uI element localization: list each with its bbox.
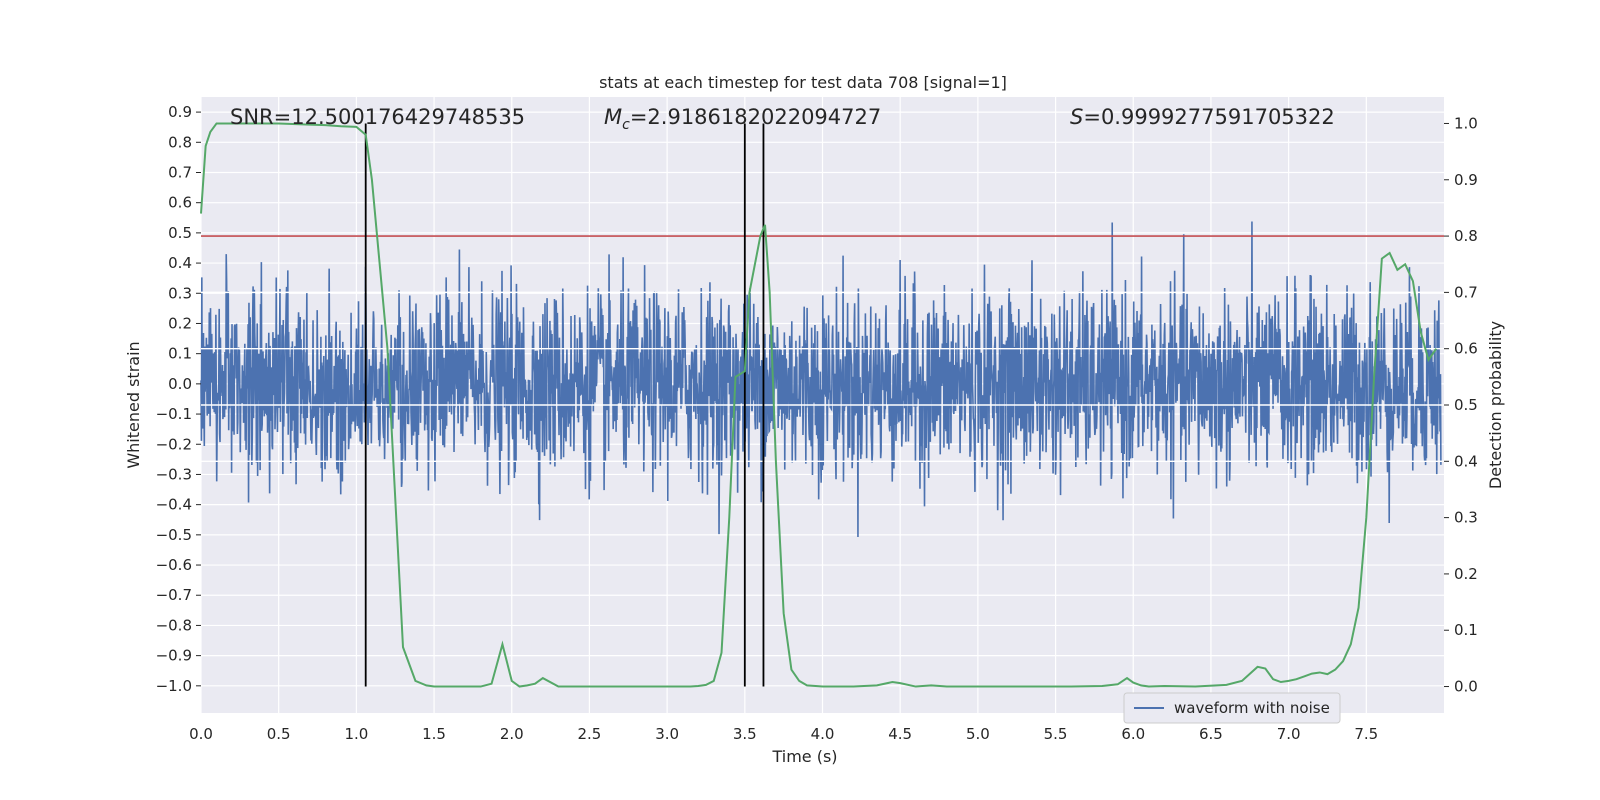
x-tick-label: 3.0 [655, 725, 679, 743]
legend-label: waveform with noise [1174, 699, 1330, 717]
mc-annotation: Mc=2.9186182022094727 [604, 105, 881, 133]
y-left-tick-label: 0.0 [168, 375, 192, 393]
y-left-tick-label: −0.6 [156, 556, 192, 574]
x-tick-label: 6.5 [1199, 725, 1223, 743]
x-tick-label: 1.0 [344, 725, 368, 743]
chart-title: stats at each timestep for test data 708… [599, 73, 1007, 92]
y-right-tick-label: 0.9 [1454, 171, 1478, 189]
waveform-series [200, 221, 1442, 538]
x-tick-label: 2.5 [578, 725, 602, 743]
x-tick-label: 2.0 [500, 725, 524, 743]
y-right-tick-label: 0.8 [1454, 227, 1478, 245]
y-left-tick-label: 0.6 [168, 194, 192, 212]
y-right-tick-label: 0.2 [1454, 565, 1478, 583]
legend-box [1123, 692, 1341, 724]
y-right-tick-label: 0.6 [1454, 340, 1478, 358]
y-left-tick-label: 0.8 [168, 133, 192, 151]
y-axis-label-left: Whitened strain [124, 341, 143, 468]
y-left-tick-label: −1.0 [156, 677, 192, 695]
snr-annotation: SNR=12.500176429748535 [230, 105, 525, 129]
y-left-tick-label: −0.5 [156, 526, 192, 544]
s-annotation: S=0.9999277591705322 [1070, 105, 1335, 129]
y-axis-label-right: Detection probability [1486, 321, 1505, 489]
overlay-lines [201, 123, 1444, 687]
x-tick-label: 4.0 [811, 725, 835, 743]
y-left-tick-label: −0.9 [156, 647, 192, 665]
y-left-tick-label: 0.7 [168, 163, 192, 181]
y-right-tick-label: 0.5 [1454, 396, 1478, 414]
x-tick-label: 6.0 [1121, 725, 1145, 743]
x-tick-label: 0.0 [189, 725, 213, 743]
x-tick-label: 3.5 [733, 725, 757, 743]
y-left-tick-label: 0.2 [168, 314, 192, 332]
y-left-tick-label: −0.1 [156, 405, 192, 423]
mc-value: =2.9186182022094727 [630, 105, 881, 129]
y-right-tick-label: 0.3 [1454, 509, 1478, 527]
axis-ticks: 0.0 0.5 1.0 1.5 2.0 2.5 3.0 3.5 4.0 4.5 5.0 5.5 6.0 6… [156, 103, 1478, 743]
x-tick-label: 1.5 [422, 725, 446, 743]
legend: waveform with noise [1123, 692, 1341, 724]
y-left-tick-label: 0.3 [168, 284, 192, 302]
s-value: =0.9999277591705322 [1083, 105, 1334, 129]
waveform-with-noise-line [200, 221, 1442, 538]
y-left-tick-label: 0.5 [168, 224, 192, 242]
x-tick-label: 4.5 [888, 725, 912, 743]
y-left-tick-label: −0.4 [156, 496, 192, 514]
y-left-tick-label: 0.4 [168, 254, 192, 272]
y-right-tick-label: 1.0 [1454, 114, 1478, 132]
mc-symbol: M [604, 105, 622, 129]
y-left-tick-label: 0.9 [168, 103, 192, 121]
y-left-tick-label: −0.7 [156, 586, 192, 604]
x-tick-label: 7.0 [1277, 725, 1301, 743]
y-left-tick-label: −0.3 [156, 465, 192, 483]
x-tick-label: 0.5 [267, 725, 291, 743]
y-left-tick-label: 0.1 [168, 345, 192, 363]
x-tick-label: 5.0 [966, 725, 990, 743]
x-axis-label: Time (s) [771, 747, 837, 766]
y-right-tick-label: 0.0 [1454, 678, 1478, 696]
y-right-tick-label: 0.4 [1454, 452, 1478, 470]
y-right-tick-label: 0.1 [1454, 621, 1478, 639]
mc-subscript: c [622, 117, 630, 133]
y-left-tick-label: −0.8 [156, 616, 192, 634]
detection-probability-line [200, 122, 1438, 688]
s-symbol: S [1070, 105, 1083, 129]
y-right-tick-label: 0.7 [1454, 283, 1478, 301]
right-axis-grid-bands [201, 291, 1444, 463]
x-tick-label: 7.5 [1354, 725, 1378, 743]
y-left-tick-label: −0.2 [156, 435, 192, 453]
detection-probability-series [200, 122, 1438, 688]
x-tick-label: 5.5 [1044, 725, 1068, 743]
